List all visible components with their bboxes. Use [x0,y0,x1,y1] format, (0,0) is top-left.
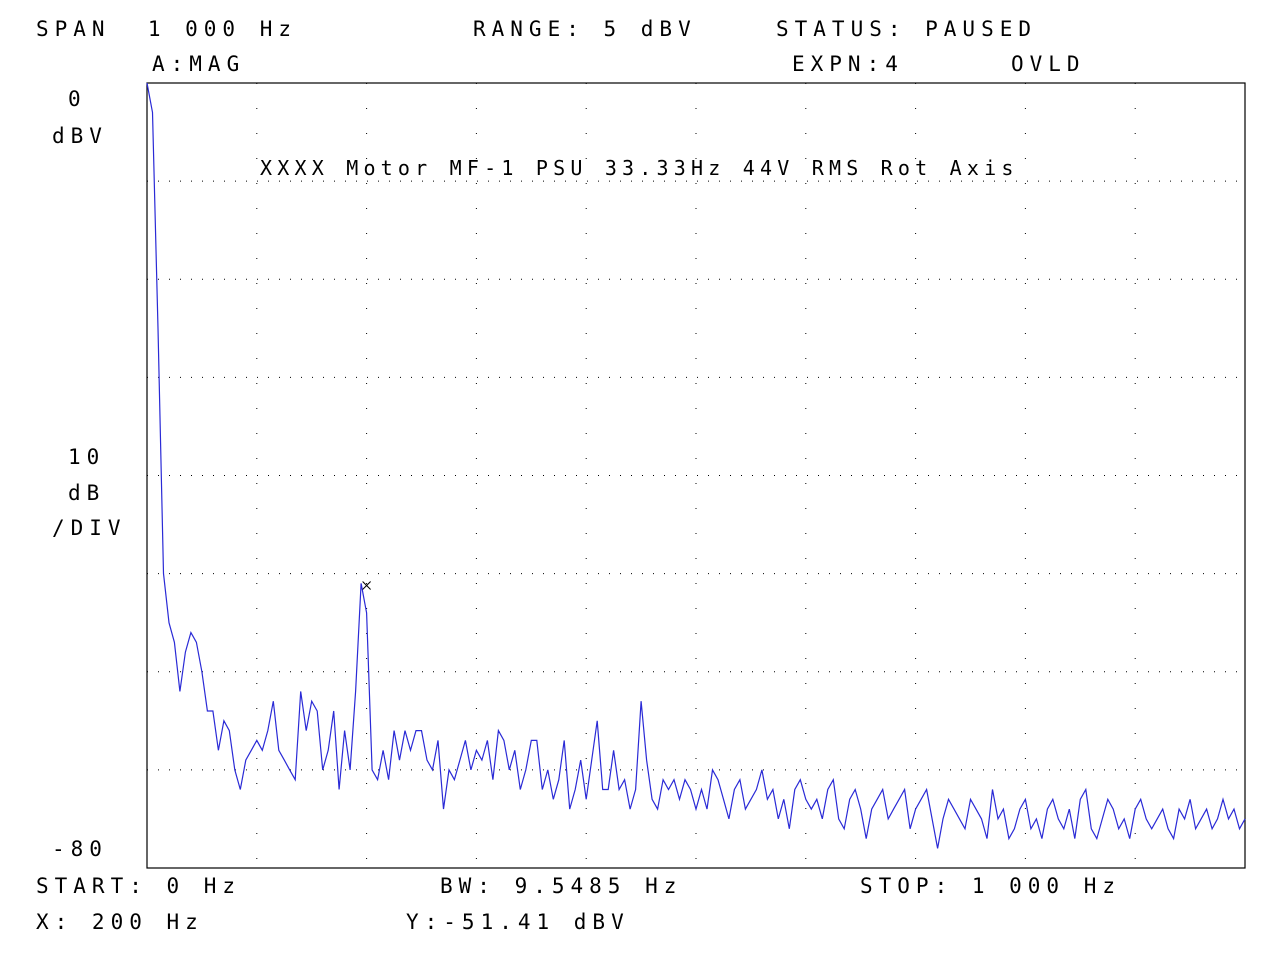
span-readout: SPAN 1 000 Hz [36,17,298,41]
bandwidth-readout: BW: 9.5485 Hz [440,874,683,898]
stop-frequency: STOP: 1 000 Hz [860,874,1122,898]
range-readout: RANGE: 5 dBV [473,17,697,41]
marker-x-readout: X: 200 Hz [36,910,204,934]
y-top-value: 0 [68,87,87,111]
peak-marker [362,581,371,590]
y-scale-unit: dB [68,481,106,505]
chart-title: XXXX Motor MF-1 PSU 33.33Hz 44V RMS Rot … [260,156,1019,180]
y-scale-per: /DIV [52,516,127,540]
plot-frame [146,82,1246,869]
y-bottom-value: -80 [52,837,108,861]
expansion-readout: EXPN:4 [792,52,904,76]
y-top-unit: dBV [52,124,108,148]
marker-y-readout: Y:-51.41 dBV [406,910,630,934]
marker-cross-stroke [362,581,371,590]
trace-label: A:MAG [152,52,246,76]
y-scale-value: 10 [68,445,106,469]
plot-grid [147,83,1245,868]
overload-indicator: OVLD [1011,52,1086,76]
spectrum-trace [146,82,1246,849]
start-frequency: START: 0 Hz [36,874,242,898]
status-readout: STATUS: PAUSED [776,17,1038,41]
